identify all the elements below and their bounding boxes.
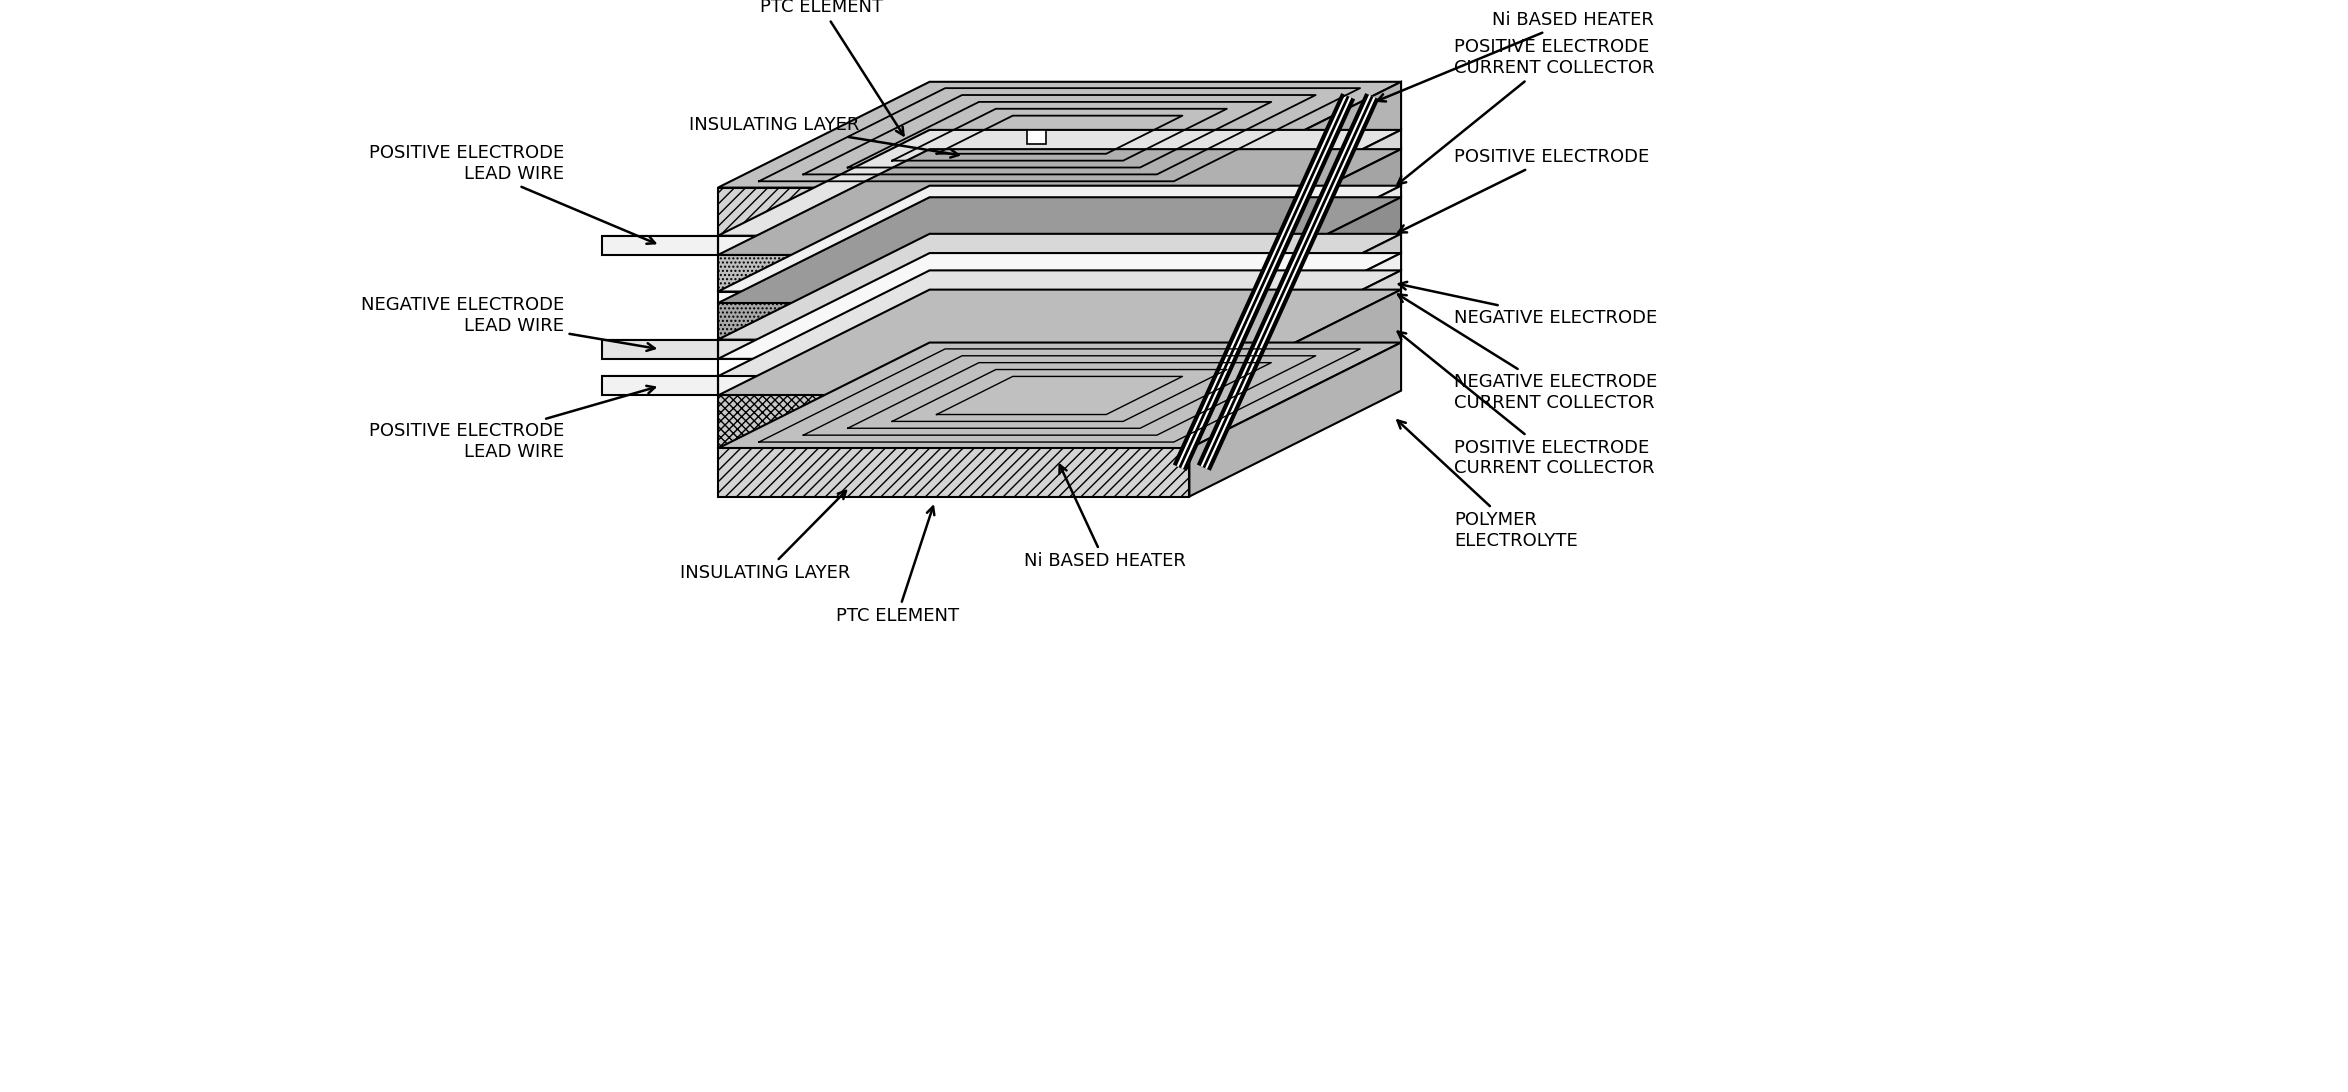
Polygon shape — [603, 377, 718, 395]
Polygon shape — [718, 271, 1402, 377]
Polygon shape — [718, 150, 1402, 256]
Text: NEGATIVE ELECTRODE: NEGATIVE ELECTRODE — [1399, 282, 1658, 327]
Text: Ni BASED HEATER: Ni BASED HEATER — [1378, 11, 1655, 102]
Polygon shape — [718, 256, 1190, 292]
Polygon shape — [1190, 271, 1402, 395]
Text: Ni BASED HEATER: Ni BASED HEATER — [1024, 465, 1186, 570]
Polygon shape — [718, 359, 1190, 377]
Polygon shape — [718, 340, 1190, 359]
Polygon shape — [718, 292, 1190, 304]
Polygon shape — [718, 236, 1190, 256]
Polygon shape — [718, 449, 1190, 497]
Polygon shape — [718, 395, 1190, 449]
Polygon shape — [1190, 289, 1402, 449]
Bar — [1026, 130, 1045, 143]
Polygon shape — [1190, 186, 1402, 304]
Text: PTC ELEMENT: PTC ELEMENT — [836, 507, 958, 625]
Polygon shape — [718, 377, 1190, 395]
Polygon shape — [1190, 253, 1402, 377]
Polygon shape — [1190, 198, 1402, 340]
Polygon shape — [718, 289, 1402, 395]
Polygon shape — [718, 304, 1190, 340]
Polygon shape — [603, 340, 718, 359]
Polygon shape — [718, 234, 1402, 340]
Polygon shape — [1190, 343, 1402, 497]
Polygon shape — [718, 188, 1190, 236]
Polygon shape — [718, 186, 1402, 292]
Polygon shape — [603, 236, 718, 256]
Polygon shape — [718, 198, 1402, 304]
Text: POLYMER
ELECTROLYTE: POLYMER ELECTROLYTE — [1397, 420, 1578, 549]
Text: POSITIVE ELECTRODE
CURRENT COLLECTOR: POSITIVE ELECTRODE CURRENT COLLECTOR — [1397, 38, 1655, 185]
Text: INSULATING LAYER: INSULATING LAYER — [688, 116, 958, 157]
Polygon shape — [1190, 82, 1402, 236]
Polygon shape — [718, 130, 1402, 236]
Text: POSITIVE ELECTRODE
LEAD WIRE: POSITIVE ELECTRODE LEAD WIRE — [369, 144, 655, 244]
Polygon shape — [718, 253, 1402, 359]
Text: POSITIVE ELECTRODE: POSITIVE ELECTRODE — [1399, 147, 1648, 233]
Polygon shape — [718, 343, 1402, 449]
Polygon shape — [718, 82, 1402, 188]
Polygon shape — [1190, 130, 1402, 256]
Text: POSITIVE ELECTRODE
LEAD WIRE: POSITIVE ELECTRODE LEAD WIRE — [369, 385, 655, 461]
Text: POSITIVE ELECTRODE
CURRENT COLLECTOR: POSITIVE ELECTRODE CURRENT COLLECTOR — [1397, 332, 1655, 477]
Text: PTC ELEMENT: PTC ELEMENT — [761, 0, 904, 135]
Text: NEGATIVE ELECTRODE
LEAD WIRE: NEGATIVE ELECTRODE LEAD WIRE — [362, 296, 655, 351]
Polygon shape — [1190, 150, 1402, 292]
Text: NEGATIVE ELECTRODE
CURRENT COLLECTOR: NEGATIVE ELECTRODE CURRENT COLLECTOR — [1397, 295, 1658, 412]
Polygon shape — [1190, 234, 1402, 359]
Text: INSULATING LAYER: INSULATING LAYER — [681, 490, 850, 582]
